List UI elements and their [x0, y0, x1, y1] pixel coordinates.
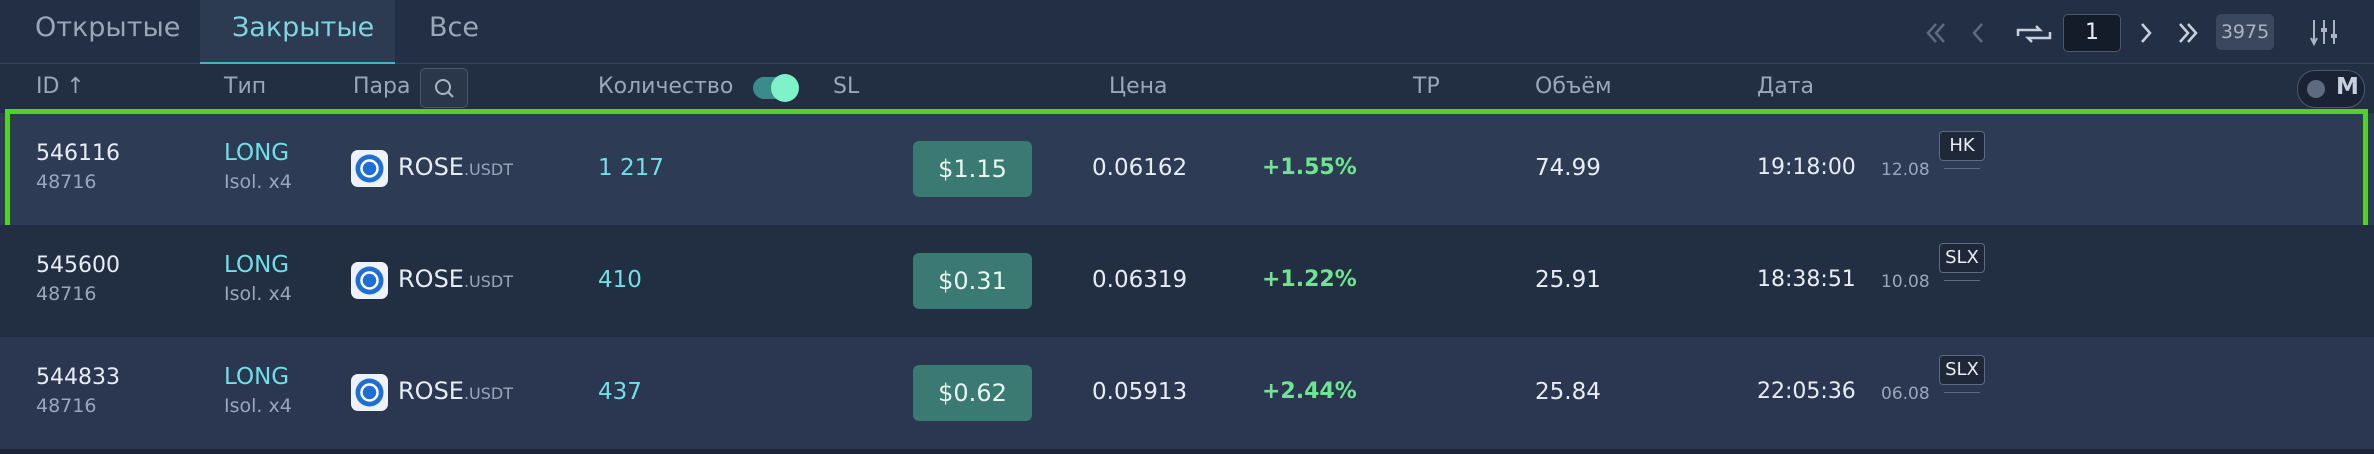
quantity: 410	[598, 267, 642, 293]
pair-quote: .USDT	[463, 272, 514, 291]
column-header[interactable]: Дата	[1757, 74, 1814, 99]
exchange-badge: SLX	[1939, 355, 1985, 385]
pair-quote: .USDT	[463, 160, 514, 179]
sl-button[interactable]: $0.31	[913, 253, 1032, 309]
date: 12.08	[1881, 160, 1930, 180]
quantity-toggle[interactable]	[753, 74, 799, 102]
column-header[interactable]: SL	[833, 74, 860, 99]
badge-line	[1944, 280, 1980, 281]
filter-button[interactable]	[2308, 16, 2342, 48]
price: 0.06319	[1092, 267, 1188, 293]
date: 06.08	[1881, 384, 1930, 404]
price: 0.05913	[1092, 379, 1188, 405]
next-page[interactable]	[2141, 23, 2152, 43]
side: LONG	[224, 140, 290, 166]
total-count: 3975	[2216, 14, 2274, 50]
tab-bar	[0, 0, 2374, 64]
date: 10.08	[1881, 272, 1930, 292]
badge-line	[1944, 168, 1980, 169]
pair-base: ROSE	[398, 265, 464, 293]
column-header[interactable]: Цена	[1109, 74, 1168, 99]
coin-icon	[351, 374, 388, 411]
price-change: +2.44%	[1262, 379, 1357, 404]
badge-line	[1944, 392, 1980, 393]
account-id: 48716	[36, 283, 97, 305]
pair: ROSE.USDT	[398, 267, 513, 291]
column-header[interactable]: Пара	[353, 74, 411, 99]
time: 22:05:36	[1757, 379, 1856, 404]
margin-mode: Isol. x4	[224, 283, 292, 305]
prev-page[interactable]	[1972, 23, 1983, 43]
volume: 74.99	[1535, 155, 1601, 181]
exchange-badge: HK	[1939, 131, 1985, 161]
time: 18:38:51	[1757, 267, 1856, 292]
active-tab-bg	[200, 0, 395, 64]
price: 0.06162	[1092, 155, 1188, 181]
pair-base: ROSE	[398, 153, 464, 181]
pair: ROSE.USDT	[398, 155, 513, 179]
page-input[interactable]: 1	[2063, 14, 2121, 52]
selected-outline	[5, 109, 2368, 231]
column-header[interactable]: TP	[1413, 74, 1440, 99]
sl-button[interactable]: $0.62	[913, 365, 1032, 421]
trade-row[interactable]: 544833 48716 LONG Isol. x4 ROSE.USDT 437 $0.62…	[0, 337, 2374, 449]
pagination-icons	[1926, 23, 2198, 43]
margin-mode: Isol. x4	[224, 395, 292, 417]
exchange-badge: SLX	[1939, 243, 1985, 273]
price-change: +1.55%	[1262, 155, 1357, 180]
pair-search[interactable]	[420, 68, 468, 108]
last-page[interactable]	[2179, 23, 2198, 43]
tab[interactable]: Открытые	[35, 12, 181, 43]
tab[interactable]: Все	[429, 12, 479, 43]
trade-id: 545600	[36, 253, 120, 278]
side: LONG	[224, 364, 290, 390]
quantity: 437	[598, 379, 642, 405]
trade-row[interactable]: 546116 48716 LONG Isol. x4 ROSE.USDT 1 217 $1.…	[0, 113, 2374, 225]
trade-row[interactable]: 545600 48716 LONG Isol. x4 ROSE.USDT 410 $0.31…	[0, 225, 2374, 337]
trade-id: 546116	[36, 141, 120, 166]
coin-icon	[351, 262, 388, 299]
trade-id: 544833	[36, 365, 120, 390]
account-id: 48716	[36, 171, 97, 193]
column-header[interactable]: Объём	[1535, 74, 1612, 99]
volume: 25.84	[1535, 379, 1601, 405]
price-change: +1.22%	[1262, 267, 1357, 292]
first-page[interactable]	[1926, 23, 1945, 43]
mode-toggle[interactable]	[2297, 70, 2365, 108]
account-id: 48716	[36, 395, 97, 417]
coin-icon	[351, 150, 388, 187]
quantity: 1 217	[598, 155, 664, 181]
sl-button[interactable]: $1.15	[913, 141, 1032, 197]
time: 19:18:00	[1757, 155, 1856, 180]
mode-label[interactable]: M	[2336, 74, 2359, 100]
pair-base: ROSE	[398, 377, 464, 405]
side: LONG	[224, 252, 290, 278]
column-header[interactable]: Количество	[598, 74, 734, 99]
pair: ROSE.USDT	[398, 379, 513, 403]
volume: 25.91	[1535, 267, 1601, 293]
margin-mode: Isol. x4	[224, 171, 292, 193]
refresh[interactable]	[2016, 25, 2052, 43]
column-header[interactable]: ID ↑	[36, 74, 85, 99]
column-header[interactable]: Тип	[224, 74, 267, 99]
header-row	[0, 64, 2374, 113]
tab[interactable]: Закрытые	[232, 12, 375, 43]
pair-quote: .USDT	[463, 384, 514, 403]
